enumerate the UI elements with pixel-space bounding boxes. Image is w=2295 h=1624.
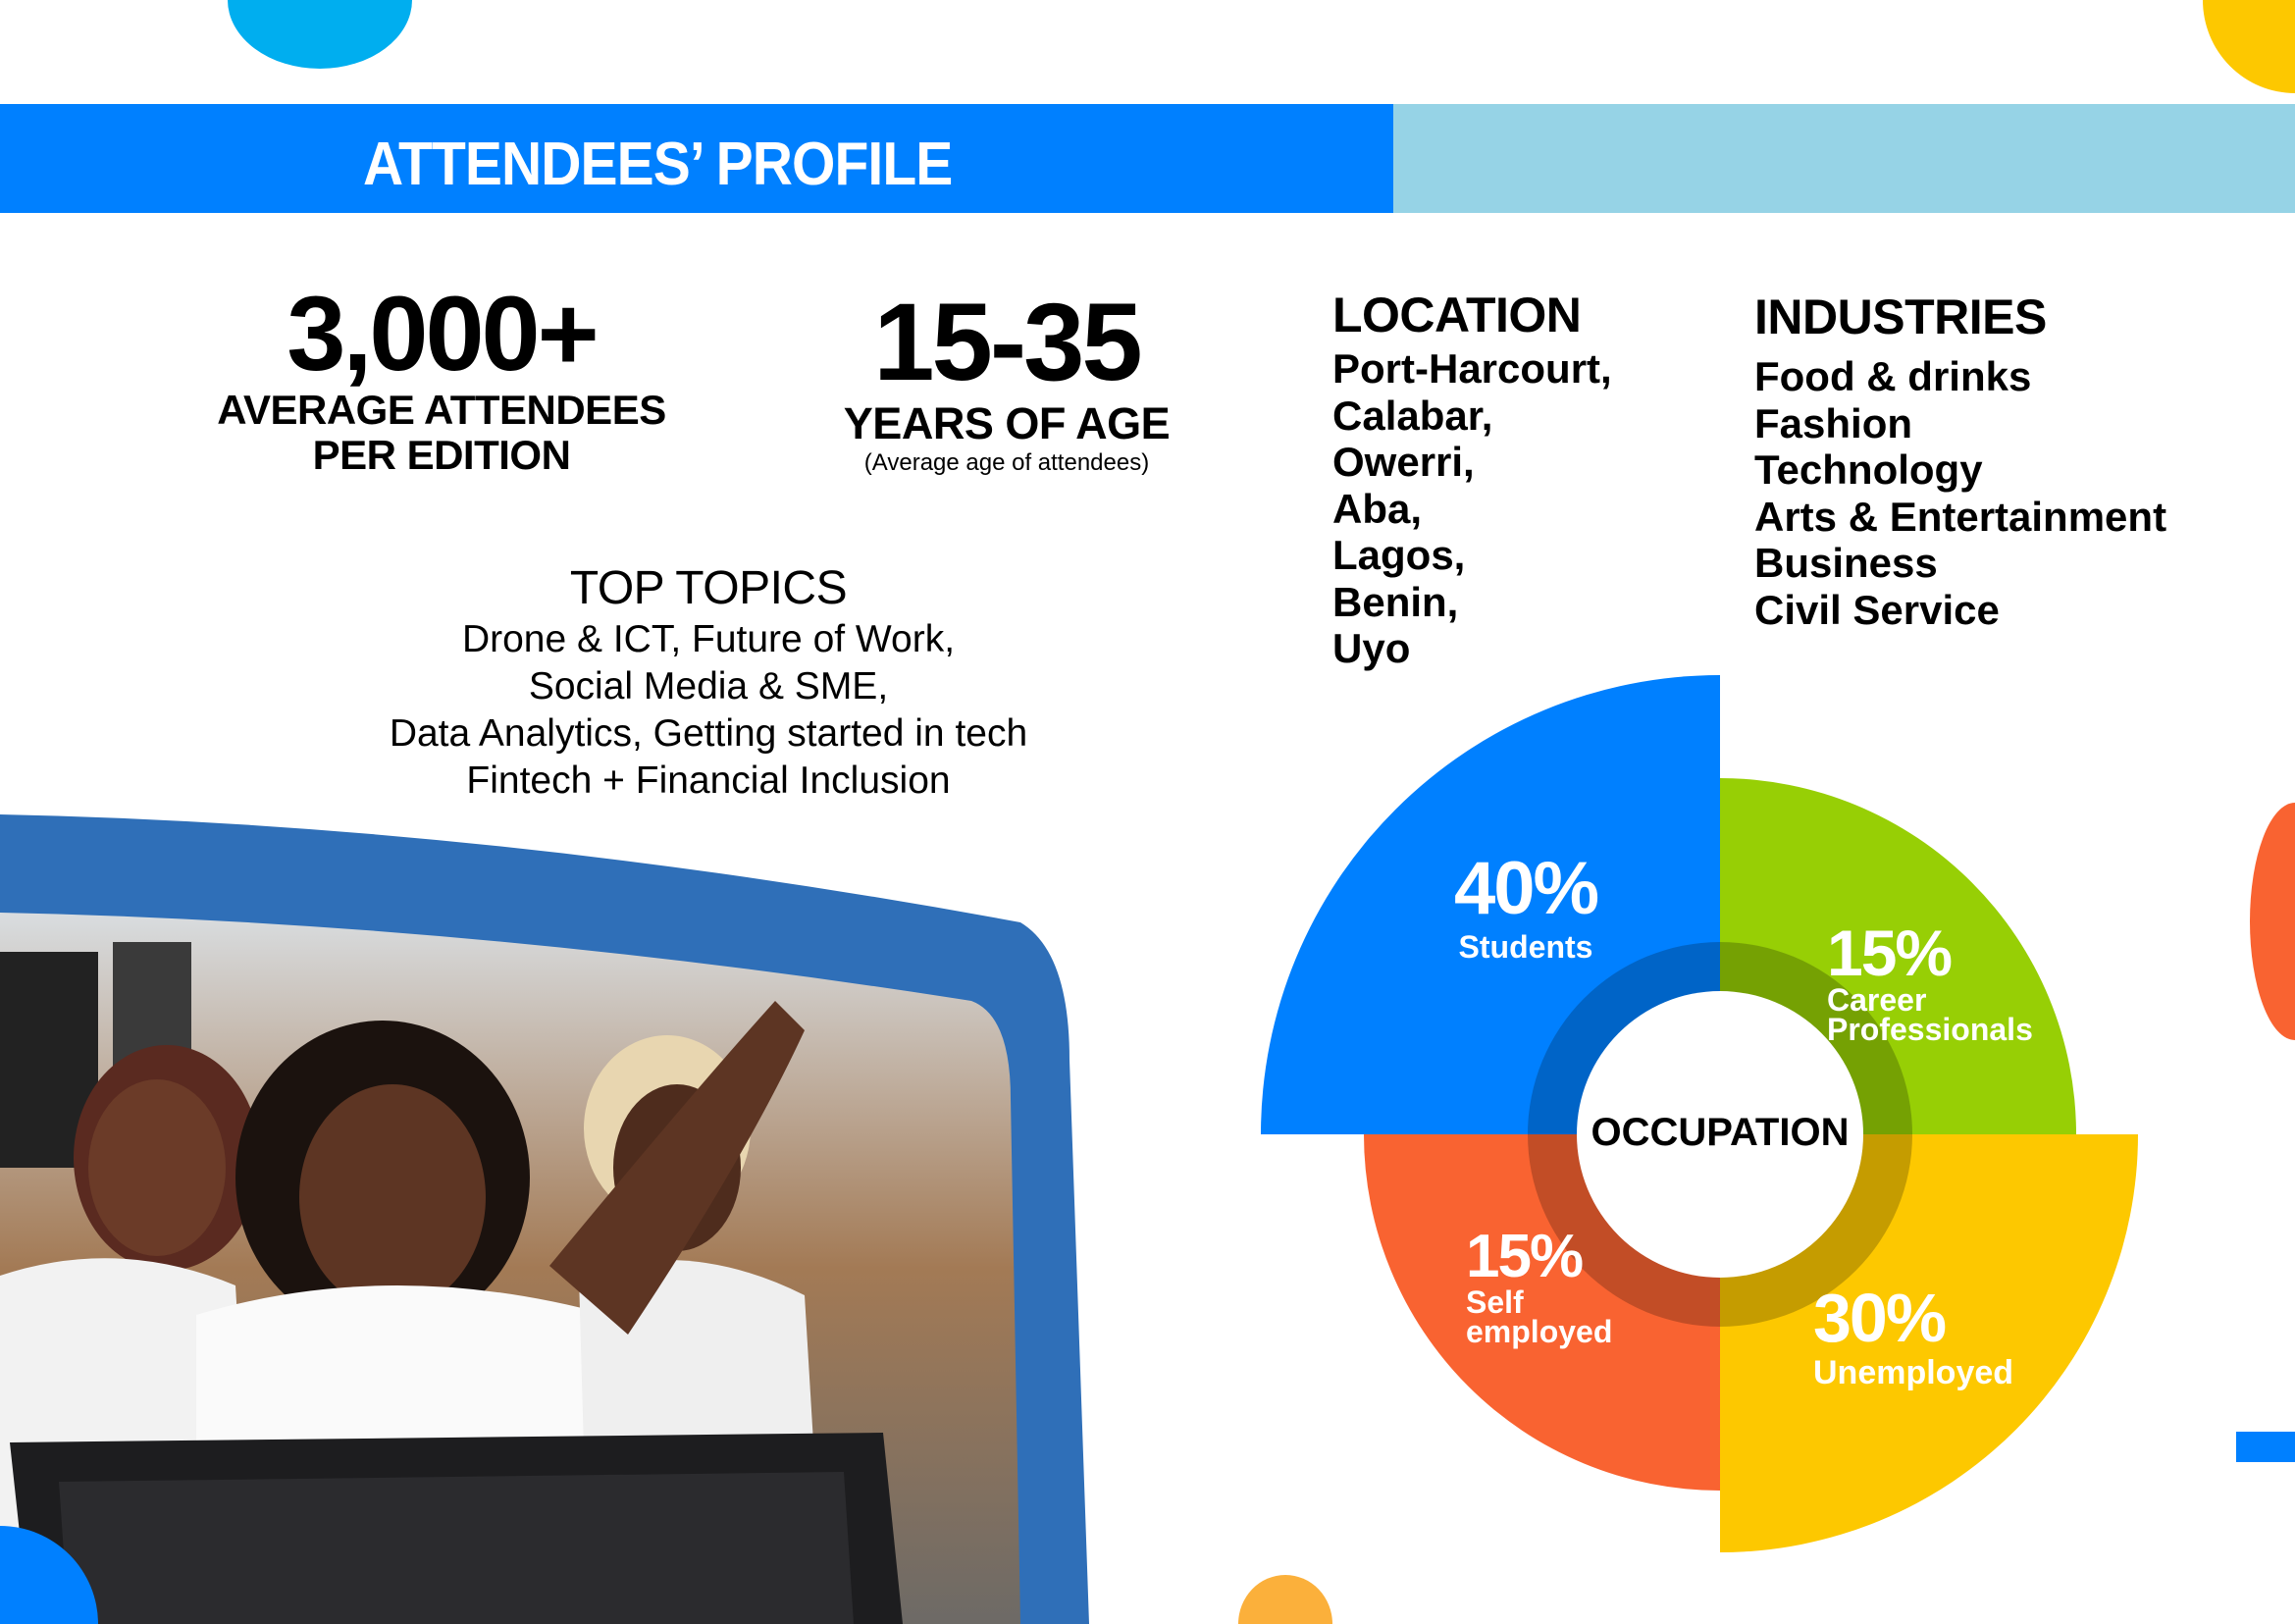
chart-center-circle: [1577, 991, 1863, 1278]
location-item: Lagos,: [1332, 532, 1466, 578]
topic-line: Drone & ICT, Future of Work,: [461, 618, 956, 660]
industries-heading: INDUSTRIES: [1754, 289, 2047, 344]
career-label-1: Career: [1827, 982, 1927, 1018]
location-item: Owerri,: [1332, 439, 1475, 485]
career-label-2: Professionals: [1827, 1012, 2033, 1047]
attendees-stat: 3,000+ AVERAGE ATTENDEES PER EDITION: [186, 280, 697, 478]
location-item: Calabar,: [1332, 392, 1493, 439]
unemployed-percent: 30%: [1813, 1280, 1947, 1356]
age-value: 15-35: [873, 281, 1142, 403]
label-career: 15% Career Professionals: [1827, 917, 2033, 1047]
students-label: Students: [1458, 929, 1593, 965]
label-students: 40% Students: [1442, 847, 1609, 965]
industry-item: Technology: [1754, 446, 1983, 493]
age-note: (Average age of attendees): [863, 449, 1150, 476]
top-topics-heading: TOP TOPICS: [569, 562, 848, 614]
location-heading: LOCATION: [1332, 288, 1582, 342]
label-self-employed: 15% Self employed: [1466, 1223, 1613, 1349]
topic-line: Social Media & SME,: [528, 665, 889, 707]
age-stat: 15-35 YEARS OF AGE (Average age of atten…: [771, 287, 1242, 477]
industries-section: INDUSTRIES Food & drinks Fashion Technol…: [1754, 281, 2265, 633]
slice-students: [1261, 675, 1720, 1134]
top-topics: TOP TOPICS Drone & ICT, Future of Work, …: [316, 561, 1101, 805]
industry-item: Civil Service: [1754, 586, 2000, 633]
slice-unemployed: [1720, 1134, 2138, 1552]
career-percent: 15%: [1827, 917, 1953, 989]
attendees-label-1: AVERAGE ATTENDEES: [217, 387, 666, 433]
header-bar-accent: [1393, 104, 2295, 213]
students-percent: 40%: [1453, 847, 1599, 930]
industry-item: Arts & Entertainment: [1754, 493, 2167, 540]
attendees-label-2: PER EDITION: [312, 432, 571, 478]
age-label: YEARS OF AGE: [843, 398, 1171, 448]
location-item: Aba,: [1332, 485, 1423, 532]
page-title: ATTENDEES’ PROFILE: [363, 131, 953, 198]
self-employed-percent: 15%: [1466, 1223, 1584, 1290]
location-item: Uyo: [1332, 625, 1411, 671]
self-employed-label-2: employed: [1466, 1314, 1613, 1349]
topic-line: Fintech + Financial Inclusion: [466, 760, 951, 802]
industry-item: Food & drinks: [1754, 353, 2032, 399]
attendees-value: 3,000+: [287, 274, 599, 393]
header-bar: [0, 104, 1393, 213]
label-unemployed: 30% Unemployed: [1813, 1280, 2014, 1391]
industry-item: Business: [1754, 540, 1938, 586]
decorative-bar-blue: [2236, 1432, 2295, 1462]
unemployed-label: Unemployed: [1813, 1354, 2014, 1391]
location-section: LOCATION Port-Harcourt, Calabar, Owerri,…: [1332, 285, 1612, 672]
chart-title: OCCUPATION: [1591, 1111, 1850, 1154]
attendees-photo: [0, 814, 1089, 1624]
industry-item: Fashion: [1754, 399, 1913, 446]
topic-line: Data Analytics, Getting started in tech: [389, 712, 1028, 755]
location-item: Port-Harcourt,: [1332, 345, 1612, 392]
self-employed-label-1: Self: [1466, 1284, 1524, 1320]
location-item: Benin,: [1332, 578, 1459, 625]
